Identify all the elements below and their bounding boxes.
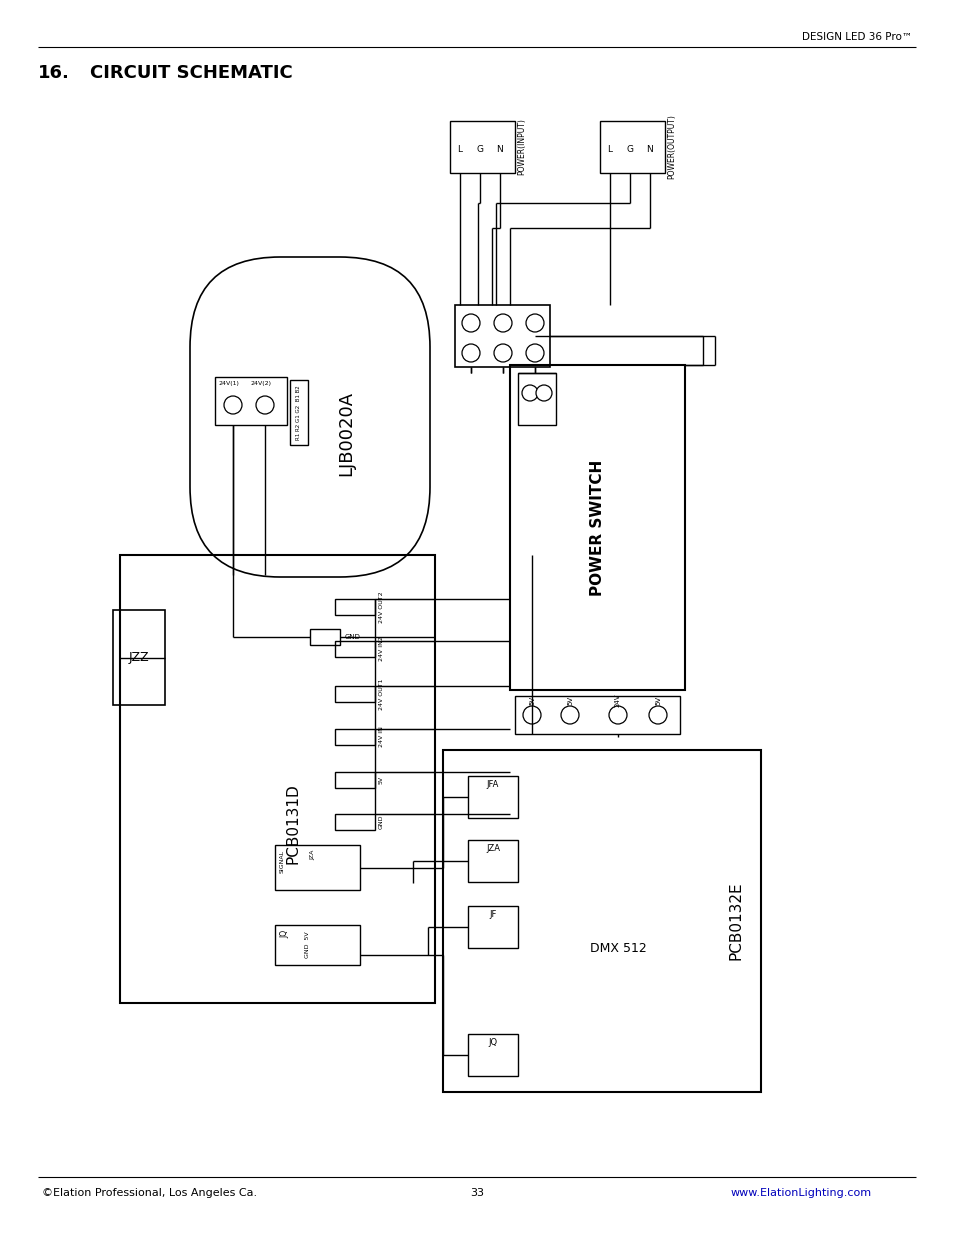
Text: 5V: 5V: [566, 695, 573, 704]
Bar: [335, 814, 375, 830]
Circle shape: [255, 396, 274, 414]
Circle shape: [525, 345, 543, 362]
Text: JF: JF: [489, 910, 497, 919]
Text: 16.: 16.: [38, 64, 70, 82]
Text: L: L: [457, 144, 462, 154]
Text: 24V(1): 24V(1): [219, 382, 239, 387]
Text: CIRCUIT SCHEMATIC: CIRCUIT SCHEMATIC: [90, 64, 293, 82]
Text: POWER(OUTPUT): POWER(OUTPUT): [666, 115, 676, 179]
Text: N: N: [646, 144, 653, 154]
Text: JZZ: JZZ: [129, 651, 150, 664]
Text: GND: GND: [345, 634, 360, 640]
Text: POWER SWITCH: POWER SWITCH: [589, 459, 604, 595]
Text: G: G: [476, 144, 483, 154]
Circle shape: [648, 706, 666, 724]
Text: DMX 512: DMX 512: [589, 942, 645, 955]
Bar: [442, 750, 760, 1092]
Text: DESIGN LED 36 Pro™: DESIGN LED 36 Pro™: [801, 32, 911, 42]
Bar: [335, 599, 375, 615]
Text: www.ElationLighting.com: www.ElationLighting.com: [730, 1188, 871, 1198]
Bar: [517, 373, 556, 425]
Bar: [455, 305, 550, 367]
Circle shape: [536, 385, 552, 401]
Text: GND  5V: GND 5V: [305, 931, 310, 958]
Text: JZA: JZA: [310, 850, 314, 861]
Bar: [274, 925, 359, 965]
Bar: [515, 697, 679, 734]
Text: JQ: JQ: [280, 930, 289, 939]
Text: PCB0131D: PCB0131D: [286, 783, 300, 864]
Bar: [290, 380, 308, 445]
Text: 24V OUT1: 24V OUT1: [378, 678, 384, 710]
Bar: [599, 121, 664, 173]
Circle shape: [224, 396, 242, 414]
Text: 5V: 5V: [529, 695, 535, 704]
Text: JQ: JQ: [488, 1037, 497, 1047]
Text: G: G: [626, 144, 633, 154]
Bar: [468, 840, 517, 882]
Circle shape: [560, 706, 578, 724]
Text: 33: 33: [470, 1188, 483, 1198]
Text: GND: GND: [378, 815, 384, 829]
Text: LJB0020A: LJB0020A: [336, 390, 355, 475]
Circle shape: [608, 706, 626, 724]
Text: L: L: [607, 144, 612, 154]
Circle shape: [521, 385, 537, 401]
Bar: [335, 641, 375, 657]
Text: JZA: JZA: [485, 844, 499, 853]
Text: POWER(INPUT): POWER(INPUT): [517, 119, 525, 175]
Bar: [214, 377, 287, 425]
Bar: [335, 685, 375, 701]
Text: 5V: 5V: [655, 695, 660, 704]
Circle shape: [461, 345, 479, 362]
Text: 24V IN2: 24V IN2: [378, 636, 384, 662]
Text: ©Elation Professional, Los Angeles Ca.: ©Elation Professional, Los Angeles Ca.: [42, 1188, 257, 1198]
Bar: [274, 845, 359, 890]
Bar: [468, 776, 517, 818]
Circle shape: [461, 314, 479, 332]
Text: JFA: JFA: [486, 781, 498, 789]
Bar: [310, 629, 339, 645]
Text: R1 R2 G1 G2  B1 B2: R1 R2 G1 G2 B1 B2: [296, 385, 301, 440]
Text: N: N: [497, 144, 503, 154]
Text: 5V: 5V: [378, 776, 384, 784]
Text: 24V IN: 24V IN: [378, 726, 384, 747]
Bar: [468, 1034, 517, 1076]
Bar: [120, 555, 435, 1003]
Bar: [335, 729, 375, 745]
Bar: [468, 906, 517, 948]
Bar: [112, 610, 165, 705]
Circle shape: [522, 706, 540, 724]
Bar: [450, 121, 515, 173]
Bar: [510, 366, 684, 690]
Circle shape: [494, 314, 512, 332]
Bar: [335, 772, 375, 788]
Text: PCB0132E: PCB0132E: [728, 882, 742, 961]
Circle shape: [525, 314, 543, 332]
Text: 24V: 24V: [615, 693, 620, 706]
Text: 24V OUT2: 24V OUT2: [378, 592, 384, 622]
Text: SIGNAL: SIGNAL: [280, 850, 285, 873]
Circle shape: [494, 345, 512, 362]
Text: 24V(2): 24V(2): [251, 382, 272, 387]
